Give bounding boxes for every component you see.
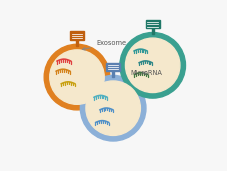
Bar	[76, 40, 78, 46]
Circle shape	[80, 75, 145, 141]
Bar	[151, 28, 153, 34]
Bar	[106, 63, 120, 71]
Text: Exosome: Exosome	[82, 41, 126, 50]
Circle shape	[119, 32, 185, 98]
Text: MicroRNA: MicroRNA	[129, 70, 161, 76]
Circle shape	[49, 50, 104, 104]
Circle shape	[86, 81, 140, 135]
Bar	[111, 71, 114, 77]
Bar	[145, 20, 159, 28]
Bar	[70, 31, 84, 40]
Circle shape	[44, 44, 109, 110]
Circle shape	[125, 38, 179, 93]
